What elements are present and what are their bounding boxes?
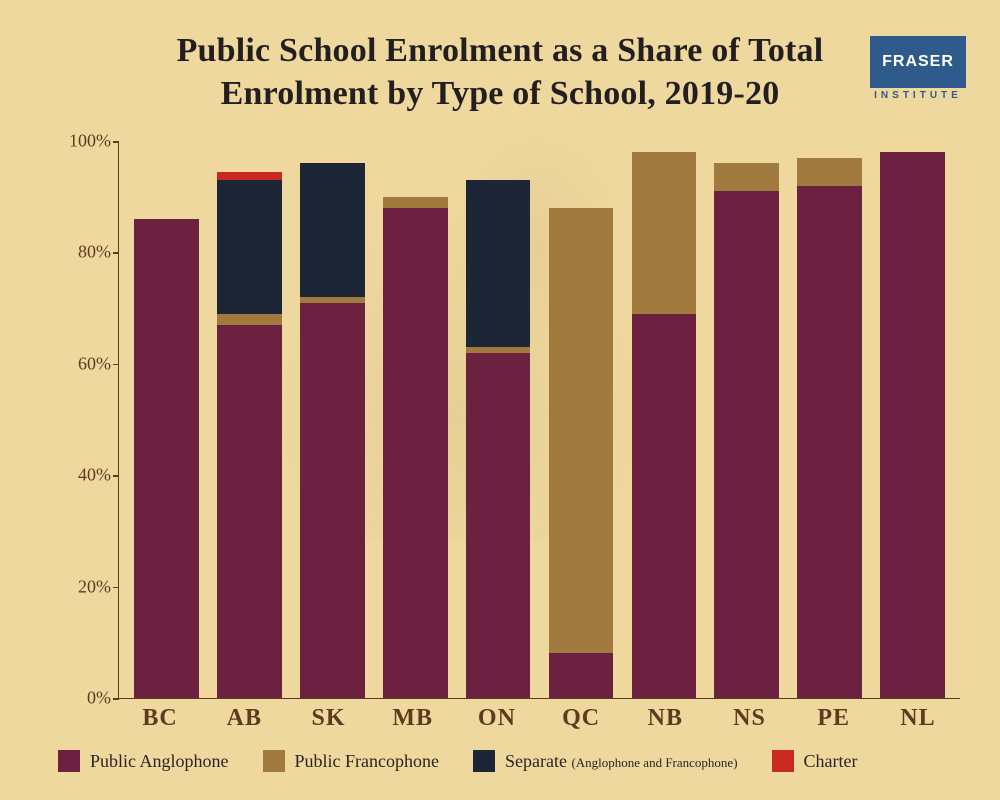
plot-area: 0%20%40%60%80%100%: [118, 141, 960, 699]
bar-segment-public_anglo: [880, 152, 945, 698]
fraser-logo-bottom: INSTITUTE: [874, 88, 962, 101]
legend: Public Anglophone Public Francophone Separ…: [40, 750, 960, 772]
legend-item-charter: Charter: [772, 750, 858, 772]
y-tick: [113, 698, 119, 700]
bar-column-ns: [705, 141, 788, 698]
y-tick: [113, 252, 119, 254]
bar-stack: [134, 219, 199, 698]
bar-segment-public_franco: [714, 163, 779, 191]
title-line-1: Public School Enrolment as a Share of To…: [177, 32, 824, 69]
x-label-ns: NS: [707, 705, 791, 732]
chart-area: 0%20%40%60%80%100%: [40, 141, 960, 699]
bar-segment-separate: [466, 180, 531, 347]
x-label-qc: QC: [539, 705, 623, 732]
bar-stack: [632, 152, 697, 698]
bars-container: [119, 141, 960, 698]
legend-label: Charter: [804, 751, 858, 772]
bar-segment-public_anglo: [632, 314, 697, 698]
bar-segment-public_franco: [632, 152, 697, 314]
header: Public School Enrolment as a Share of To…: [40, 30, 960, 115]
y-tick-label: 40%: [78, 465, 111, 486]
x-label-mb: MB: [371, 705, 455, 732]
y-tick-label: 80%: [78, 242, 111, 263]
x-axis-labels: BCABSKMBONQCNBNSPENL: [40, 705, 960, 732]
bar-segment-public_anglo: [466, 353, 531, 698]
bar-segment-public_anglo: [134, 219, 199, 698]
bar-segment-public_franco: [383, 197, 448, 208]
x-label-ab: AB: [202, 705, 286, 732]
bar-segment-separate: [217, 180, 282, 314]
legend-item-public_franco: Public Francophone: [263, 750, 439, 772]
bar-segment-public_anglo: [383, 208, 448, 698]
bar-stack: [880, 152, 945, 698]
bar-stack: [714, 163, 779, 698]
bar-column-on: [457, 141, 540, 698]
x-label-bc: BC: [118, 705, 202, 732]
legend-label: Separate (Anglophone and Francophone): [505, 751, 738, 772]
bar-stack: [549, 208, 614, 698]
legend-item-public_anglo: Public Anglophone: [58, 750, 229, 772]
y-tick-label: 100%: [69, 131, 111, 152]
y-axis: [40, 141, 118, 699]
bar-segment-public_franco: [549, 208, 614, 654]
legend-item-separate: Separate (Anglophone and Francophone): [473, 750, 738, 772]
legend-swatch: [58, 750, 80, 772]
y-tick: [113, 475, 119, 477]
title-line-2: Enrolment by Type of School, 2019-20: [221, 75, 780, 112]
bar-stack: [797, 158, 862, 698]
legend-label: Public Francophone: [295, 751, 439, 772]
legend-label: Public Anglophone: [90, 751, 229, 772]
bar-segment-public_anglo: [217, 325, 282, 698]
legend-swatch: [473, 750, 495, 772]
legend-swatch: [263, 750, 285, 772]
y-tick: [113, 141, 119, 143]
y-tick: [113, 364, 119, 366]
x-label-sk: SK: [286, 705, 370, 732]
bar-segment-public_anglo: [797, 186, 862, 698]
chart-title: Public School Enrolment as a Share of To…: [177, 30, 824, 115]
x-label-nb: NB: [623, 705, 707, 732]
legend-swatch: [772, 750, 794, 772]
bar-column-mb: [374, 141, 457, 698]
bar-column-pe: [788, 141, 871, 698]
bar-stack: [383, 197, 448, 698]
bar-column-nb: [622, 141, 705, 698]
bar-segment-public_franco: [217, 314, 282, 325]
fraser-logo: FRASER INSTITUTE: [870, 34, 966, 102]
y-tick: [113, 587, 119, 589]
x-label-nl: NL: [876, 705, 960, 732]
bar-stack: [217, 172, 282, 698]
x-label-on: ON: [455, 705, 539, 732]
bar-column-ab: [208, 141, 291, 698]
y-tick-label: 20%: [78, 576, 111, 597]
bar-segment-public_anglo: [300, 303, 365, 698]
container: Public School Enrolment as a Share of To…: [0, 0, 1000, 800]
bar-segment-public_franco: [797, 158, 862, 186]
bar-segment-public_anglo: [549, 653, 614, 698]
y-tick-label: 60%: [78, 353, 111, 374]
bar-column-qc: [540, 141, 623, 698]
bar-column-bc: [125, 141, 208, 698]
bar-column-sk: [291, 141, 374, 698]
bar-segment-public_anglo: [714, 191, 779, 698]
bar-segment-separate: [300, 163, 365, 297]
fraser-logo-top: FRASER: [870, 36, 966, 88]
bar-column-nl: [871, 141, 954, 698]
y-tick-label: 0%: [87, 688, 111, 709]
x-label-pe: PE: [792, 705, 876, 732]
bar-segment-charter: [217, 172, 282, 180]
bar-stack: [466, 180, 531, 698]
bar-stack: [300, 163, 365, 698]
